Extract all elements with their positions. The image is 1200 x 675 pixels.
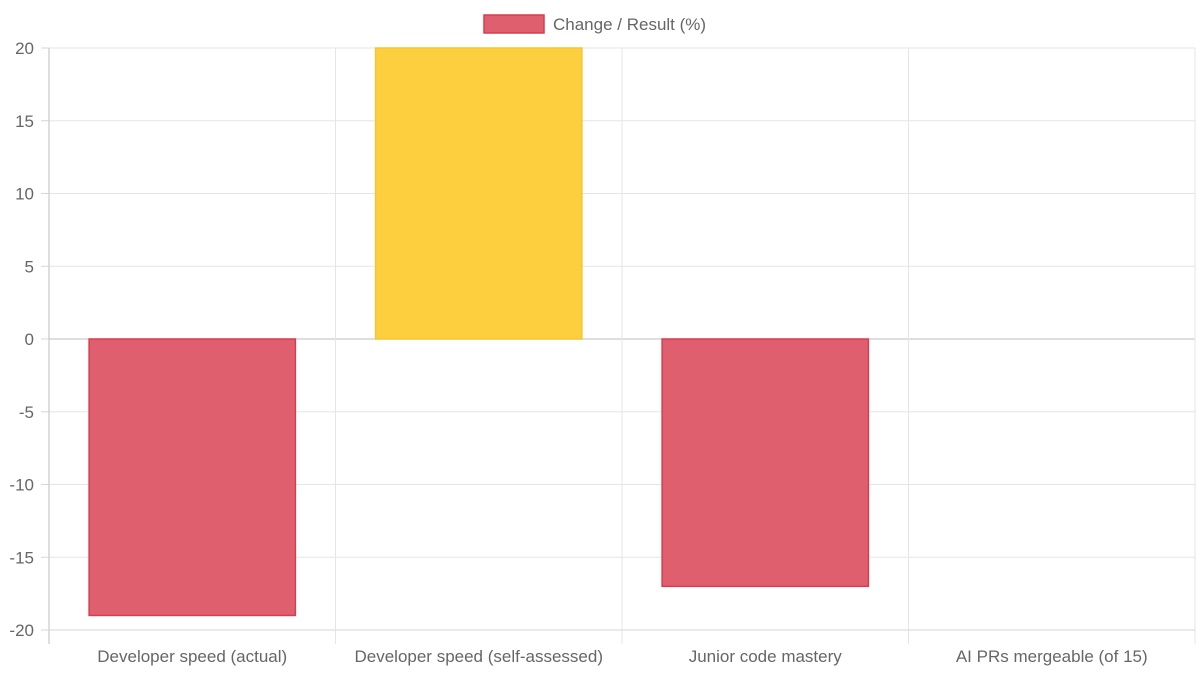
y-tick-label: 15	[15, 112, 34, 131]
y-tick-label: 5	[25, 257, 34, 276]
x-tick-label: Developer speed (self-assessed)	[354, 647, 603, 666]
y-tick-label: -15	[9, 548, 34, 567]
x-tick-label: Junior code mastery	[689, 647, 843, 666]
bar[interactable]	[374, 47, 583, 340]
y-tick-label: -20	[9, 621, 34, 640]
axis-layer: 20 15 10 5 0 -5 -10 -15 -20 Developer speed (actu…	[9, 39, 1195, 666]
bar[interactable]	[661, 338, 870, 588]
y-tick-label: -5	[19, 403, 34, 422]
legend-label[interactable]: Change / Result (%)	[553, 15, 706, 34]
legend[interactable]: Change / Result (%)	[483, 14, 706, 34]
legend-swatch[interactable]	[483, 14, 545, 34]
x-tick-label: Developer speed (actual)	[97, 647, 287, 666]
y-tick-label: -10	[9, 476, 34, 495]
bar[interactable]	[88, 338, 297, 617]
y-tick-label: 0	[25, 330, 34, 349]
y-tick-label: 20	[15, 39, 34, 58]
y-tick-label: 10	[15, 185, 34, 204]
bars-layer	[88, 47, 870, 617]
x-tick-label: AI PRs mergeable (of 15)	[956, 647, 1148, 666]
